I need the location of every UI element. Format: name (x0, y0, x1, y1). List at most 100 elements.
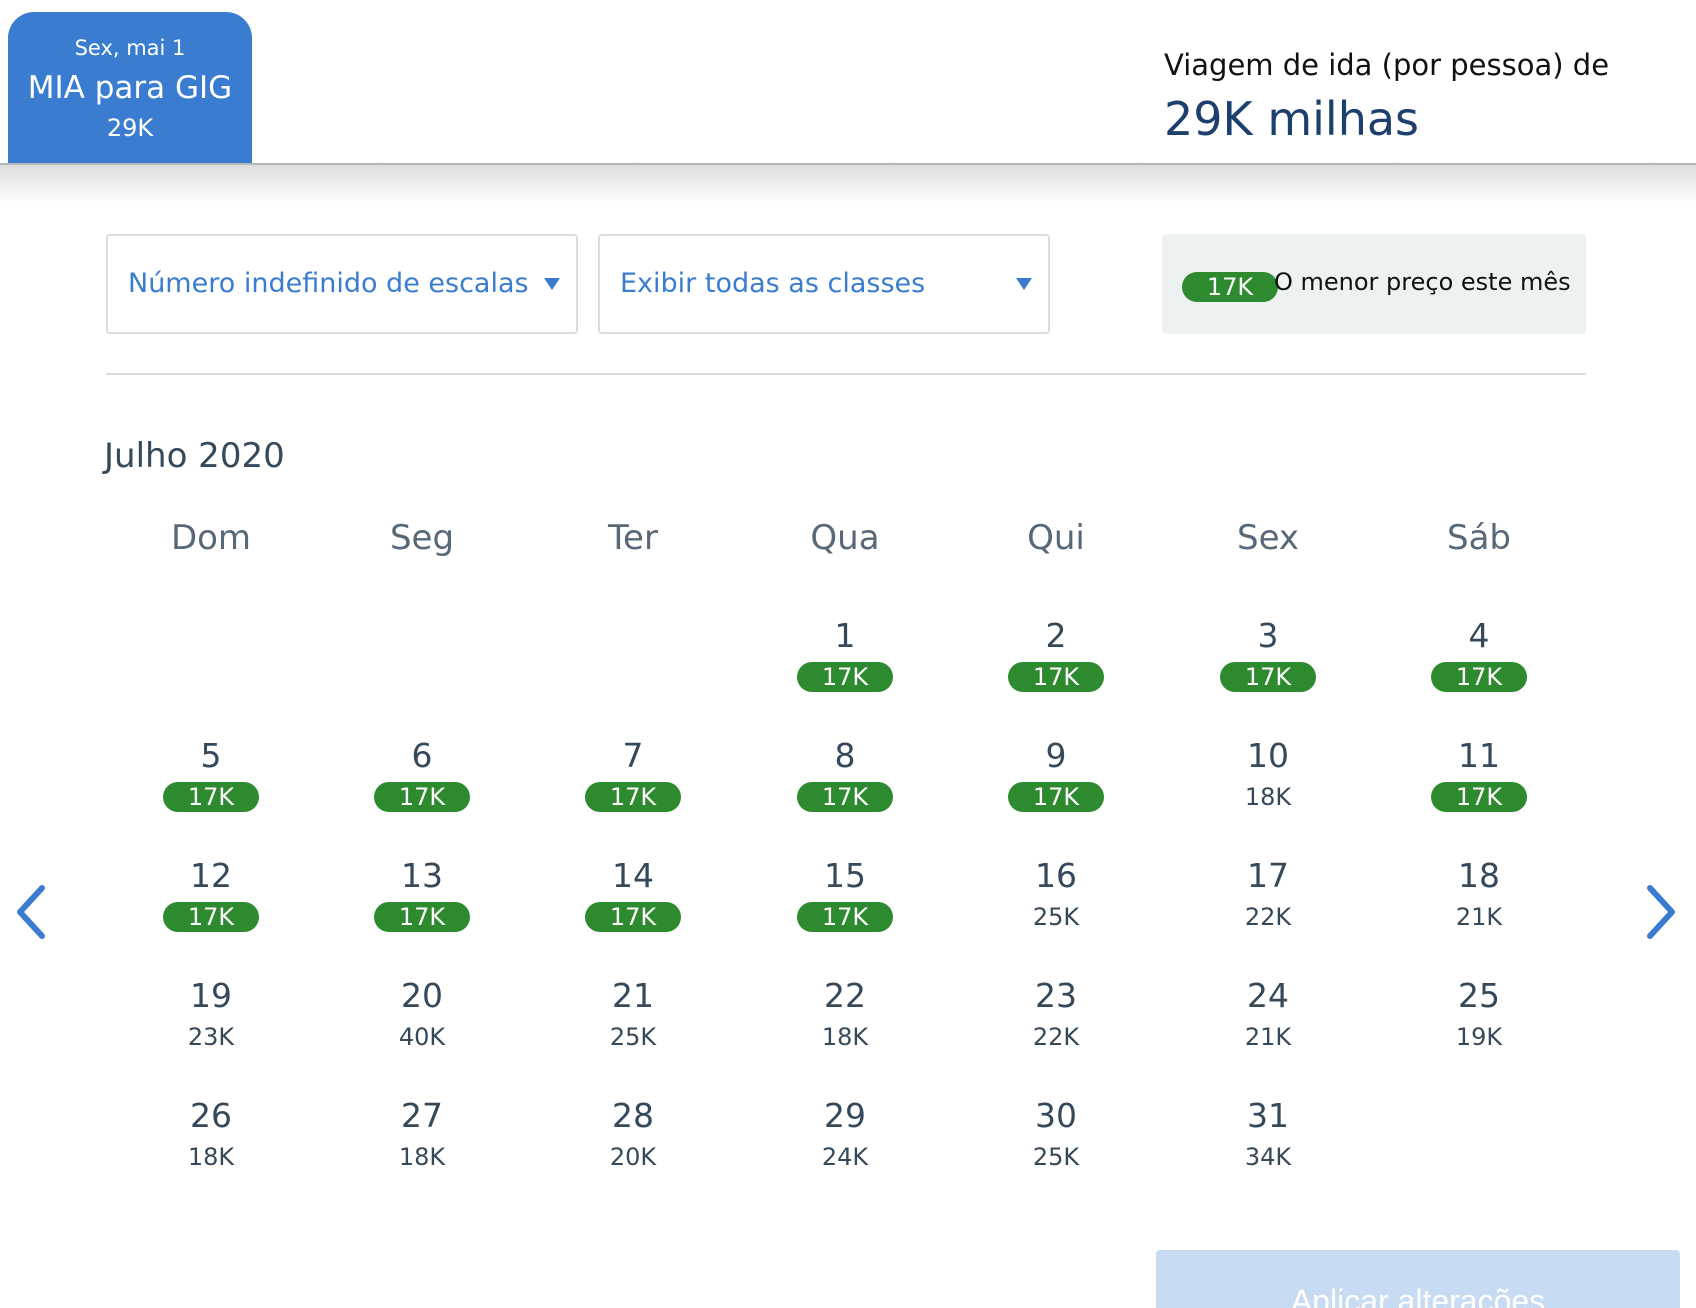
trip-summary: Viagem de ida (por pessoa) de 29K milhas (1164, 48, 1609, 146)
calendar-day[interactable]: 16 25K (966, 854, 1146, 954)
calendar-day[interactable]: 30 25K (966, 1094, 1146, 1194)
calendar-day[interactable]: 17 22K (1178, 854, 1358, 954)
calendar-day[interactable]: 26 18K (121, 1094, 301, 1194)
day-number: 12 (190, 856, 232, 895)
day-price: 18K (821, 1023, 869, 1051)
calendar-day[interactable]: 18 21K (1389, 854, 1569, 954)
flight-date: Sex, mai 1 (74, 36, 186, 60)
calendar-day[interactable]: 23 22K (966, 974, 1146, 1074)
day-number: 11 (1458, 736, 1500, 775)
day-price: 34K (1244, 1143, 1292, 1171)
calendar-day[interactable]: 31 34K (1178, 1094, 1358, 1194)
calendar-day[interactable]: 25 19K (1389, 974, 1569, 1074)
day-number: 2 (1045, 616, 1067, 655)
flight-route: MIA para GIG (27, 70, 233, 106)
day-price: 25K (609, 1023, 657, 1051)
day-number: 9 (1045, 736, 1067, 775)
day-price: 25K (1032, 1143, 1080, 1171)
calendar-day[interactable]: 14 17K (543, 854, 723, 954)
day-number: 13 (401, 856, 443, 895)
weekday-label: Qua (810, 518, 880, 558)
section-divider (106, 373, 1586, 375)
calendar-day[interactable]: 5 17K (121, 734, 301, 834)
day-price: 20K (609, 1143, 657, 1171)
classes-dropdown[interactable]: Exibir todas as classes (598, 234, 1050, 334)
calendar-day[interactable]: 10 18K (1178, 734, 1358, 834)
day-number: 3 (1257, 616, 1279, 655)
header: Sex, mai 1 MIA para GIG 29K Viagem de id… (0, 0, 1696, 165)
lowest-price-badge: 17K (797, 782, 893, 812)
lowest-price-badge: 17K (797, 902, 893, 932)
day-number: 8 (834, 736, 856, 775)
weekday-label: Qui (1027, 518, 1085, 558)
weekday-label: Seg (389, 518, 455, 558)
trip-summary-label: Viagem de ida (por pessoa) de (1164, 48, 1610, 82)
day-number: 17 (1247, 856, 1289, 895)
day-number: 7 (622, 736, 644, 775)
calendar-day[interactable]: 19 23K (121, 974, 301, 1074)
apply-changes-button[interactable]: Aplicar alterações (1156, 1250, 1680, 1308)
day-number: 31 (1247, 1096, 1289, 1135)
day-number: 27 (401, 1096, 443, 1135)
day-price: 19K (1455, 1023, 1503, 1051)
calendar-day[interactable]: 3 17K (1178, 614, 1358, 714)
month-title: Julho 2020 (104, 436, 285, 476)
lowest-price-badge: 17K (163, 902, 259, 932)
calendar-day[interactable]: 24 21K (1178, 974, 1358, 1074)
day-number: 1 (834, 616, 856, 655)
lowest-price-badge: 17K (585, 782, 681, 812)
legend-text: O menor preço este mês (1274, 268, 1571, 296)
calendar-day[interactable]: 6 17K (332, 734, 512, 834)
calendar-day[interactable]: 9 17K (966, 734, 1146, 834)
day-number: 6 (411, 736, 433, 775)
day-number: 18 (1458, 856, 1500, 895)
calendar-day[interactable]: 2 17K (966, 614, 1146, 714)
stops-dropdown[interactable]: Número indefinido de escalas (106, 234, 578, 334)
lowest-price-badge: 17K (1220, 662, 1316, 692)
calendar-day[interactable]: 21 25K (543, 974, 723, 1074)
caret-down-icon (1016, 278, 1032, 290)
chevron-left-icon[interactable] (12, 882, 52, 942)
day-number: 25 (1458, 976, 1500, 1015)
header-divider (0, 163, 1696, 165)
calendar-day[interactable]: 1 17K (755, 614, 935, 714)
day-number: 22 (824, 976, 866, 1015)
day-number: 30 (1035, 1096, 1077, 1135)
calendar-day[interactable]: 11 17K (1389, 734, 1569, 834)
day-number: 15 (824, 856, 866, 895)
calendar-day[interactable]: 27 18K (332, 1094, 512, 1194)
day-number: 10 (1247, 736, 1289, 775)
day-number: 14 (612, 856, 654, 895)
weekday-label: Dom (170, 518, 252, 558)
lowest-price-badge: 17K (1431, 662, 1527, 692)
lowest-price-badge: 17K (797, 662, 893, 692)
lowest-price-badge: 17K (374, 782, 470, 812)
lowest-price-badge: 17K (163, 782, 259, 812)
calendar-day[interactable]: 20 40K (332, 974, 512, 1074)
legend-chip: 17K (1182, 272, 1278, 302)
day-number: 21 (612, 976, 654, 1015)
weekday-label: Ter (608, 518, 658, 558)
stops-dropdown-label: Número indefinido de escalas (128, 268, 529, 299)
classes-dropdown-label: Exibir todas as classes (620, 268, 926, 299)
day-price: 24K (821, 1143, 869, 1171)
calendar-day[interactable]: 22 18K (755, 974, 935, 1074)
day-number: 4 (1468, 616, 1490, 655)
day-price: 22K (1032, 1023, 1080, 1051)
flight-tab[interactable]: Sex, mai 1 MIA para GIG 29K (8, 12, 252, 165)
calendar-day[interactable]: 15 17K (755, 854, 935, 954)
day-price: 23K (187, 1023, 235, 1051)
calendar-day[interactable]: 13 17K (332, 854, 512, 954)
lowest-price-badge: 17K (1431, 782, 1527, 812)
day-price: 18K (398, 1143, 446, 1171)
day-number: 29 (824, 1096, 866, 1135)
calendar-day[interactable]: 7 17K (543, 734, 723, 834)
calendar-day[interactable]: 28 20K (543, 1094, 723, 1194)
chevron-right-icon[interactable] (1640, 882, 1680, 942)
calendar-day[interactable]: 8 17K (755, 734, 935, 834)
lowest-price-badge: 17K (585, 902, 681, 932)
caret-down-icon (544, 278, 560, 290)
calendar-day[interactable]: 12 17K (121, 854, 301, 954)
calendar-day[interactable]: 29 24K (755, 1094, 935, 1194)
calendar-day[interactable]: 4 17K (1389, 614, 1569, 714)
